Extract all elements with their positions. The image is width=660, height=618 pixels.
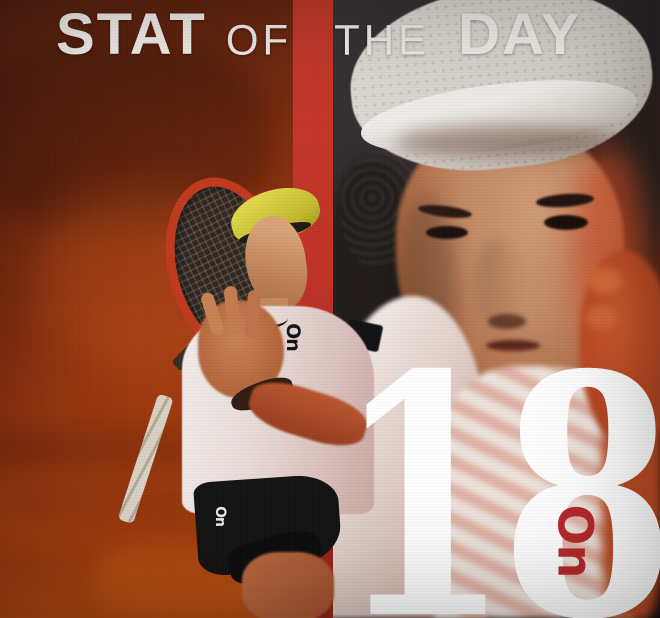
- player-thigh: [242, 552, 334, 618]
- player-arm: [602, 380, 660, 618]
- on-logo-red-icon: On: [538, 496, 610, 586]
- poster-title: STAT OF THE DAY: [0, 0, 660, 70]
- on-wordmark: On: [212, 506, 228, 526]
- title-word-day: DAY: [458, 2, 582, 67]
- title-word-stat: STAT: [56, 2, 207, 67]
- stat-number: 18: [336, 304, 660, 618]
- tennis-racket-grip: [117, 393, 174, 525]
- fist-knuckle: [588, 268, 622, 294]
- nostril-shadow: [488, 314, 526, 329]
- title-word-the: THE: [334, 15, 431, 64]
- on-wordmark: On: [282, 323, 304, 351]
- right-photo-background: [330, 0, 660, 618]
- on-wordmark: On: [546, 504, 603, 578]
- mouth: [486, 340, 540, 351]
- on-logo-chest-icon: On: [278, 320, 308, 354]
- fist-knuckle: [586, 306, 616, 330]
- on-logo-shorts-icon: On: [208, 502, 232, 530]
- title-word-of: OF: [225, 15, 293, 64]
- cap-brim-shadow: [396, 126, 620, 158]
- eye: [426, 226, 468, 239]
- eye: [544, 215, 588, 230]
